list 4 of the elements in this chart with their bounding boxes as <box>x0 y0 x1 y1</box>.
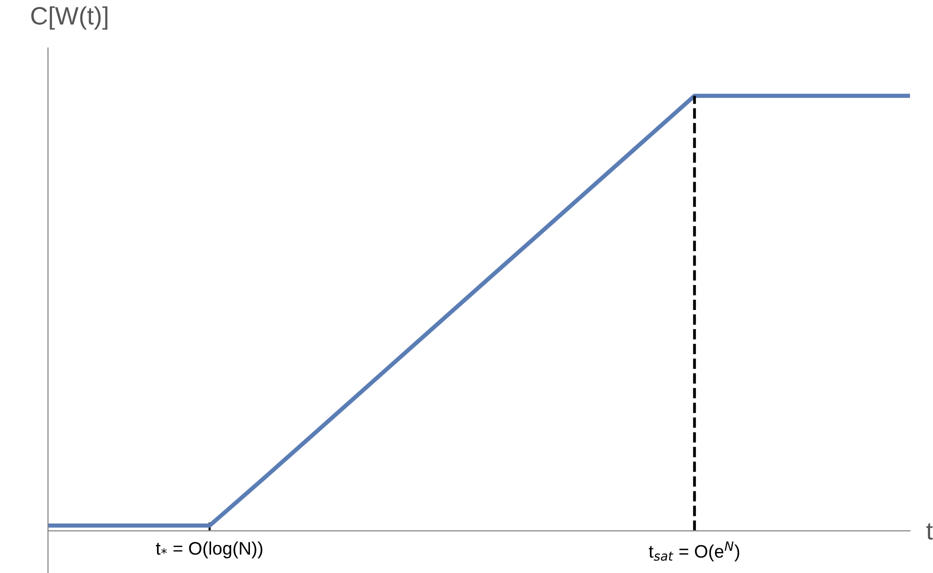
x-axis-title: t <box>926 523 933 540</box>
y-axis-title: C[W(t)] <box>31 6 108 30</box>
x-tick-label: t$_{*}$ = O(log(N)) <box>156 542 262 558</box>
x-tick-label: t$_{sat}$ = O(e$^{N}$) <box>648 542 740 562</box>
